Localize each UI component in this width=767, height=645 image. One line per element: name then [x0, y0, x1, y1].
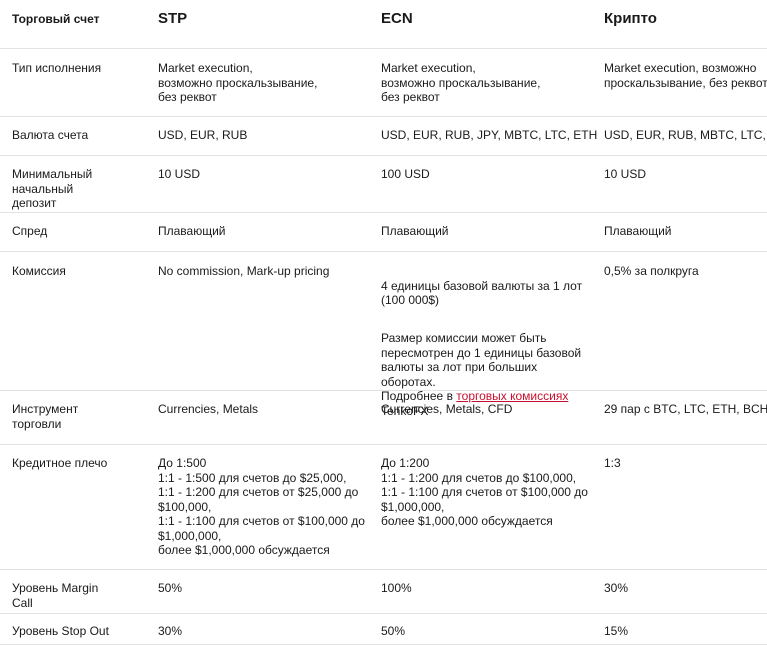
row-margin-call: Уровень Margin Call 50% 100% 30% — [0, 570, 767, 614]
row-account-currency: Валюта счета USD, EUR, RUB USD, EUR, RUB… — [0, 117, 767, 156]
table-header-row: Торговый счет STP ECN Крипто — [0, 0, 767, 49]
commission-note-text: Размер комиссии может быть пересмотрен д… — [381, 331, 593, 418]
row-commission: Комиссия No commission, Mark-up pricing … — [0, 252, 767, 418]
header-stp: STP — [158, 10, 188, 27]
cell-ecn: 50% — [381, 624, 406, 638]
cell-crypto: 15% — [604, 624, 629, 638]
cell-ecn: 4 единицы базовой валюты за 1 лот (100 0… — [381, 264, 593, 433]
row-label: Уровень Margin Call — [12, 581, 99, 610]
cell-crypto: 29 пар с BTC, LTC, ETH, BCH, DSH (Digita… — [604, 402, 767, 416]
cell-crypto: 30% — [604, 581, 629, 595]
cell-crypto: 1:3 — [604, 456, 621, 470]
cell-ecn: Currencies, Metals, CFD — [381, 402, 513, 416]
row-label: Кредитное плечо — [12, 456, 108, 470]
cell-stp: Currencies, Metals — [158, 402, 259, 416]
cell-crypto: 0,5% за полкруга — [604, 264, 699, 278]
header-crypto: Крипто — [604, 10, 657, 27]
row-stop-out: Уровень Stop Out 30% 50% 15% — [0, 614, 767, 645]
cell-stp: Market execution, возможно проскальзыван… — [158, 61, 318, 104]
header-ecn: ECN — [381, 10, 413, 27]
header-account: Торговый счет — [12, 12, 100, 26]
row-label: Спред — [12, 224, 48, 238]
commission-note-body: Размер комиссии может быть пересмотрен д… — [381, 331, 582, 403]
row-label: Уровень Stop Out — [12, 624, 109, 638]
cell-ecn: 100% — [381, 581, 412, 595]
row-min-deposit: Минимальный начальный депозит 10 USD 100… — [0, 156, 767, 213]
row-label: Валюта счета — [12, 128, 89, 142]
commission-note-end: TenkoFX — [381, 403, 429, 418]
row-label: Минимальный начальный депозит — [12, 167, 93, 210]
cell-stp: Плавающий — [158, 224, 226, 238]
row-label: Тип исполнения — [12, 61, 102, 75]
cell-ecn: USD, EUR, RUB, JPY, MBTC, LTC, ETH — [381, 128, 598, 142]
cell-crypto: USD, EUR, RUB, MBTC, LTC, ETH — [604, 128, 767, 142]
commission-rate-text: 4 единицы базовой валюты за 1 лот (100 0… — [381, 278, 583, 308]
row-spread: Спред Плавающий Плавающий Плавающий — [0, 213, 767, 252]
cell-stp: 10 USD — [158, 167, 201, 181]
cell-stp: До 1:500 1:1 - 1:500 для счетов до $25,0… — [158, 456, 365, 557]
cell-ecn: Плавающий — [381, 224, 449, 238]
trading-commissions-link[interactable]: торговых комиссиях — [456, 389, 569, 403]
cell-stp: No commission, Mark-up pricing — [158, 264, 330, 278]
cell-ecn: Market execution, возможно проскальзыван… — [381, 61, 541, 104]
cell-stp: 50% — [158, 581, 183, 595]
cell-stp: USD, EUR, RUB — [158, 128, 248, 142]
cell-ecn: 100 USD — [381, 167, 430, 181]
cell-crypto: Market execution, возможно проскальзыван… — [604, 61, 767, 90]
row-label: Инструмент торговли — [12, 402, 79, 431]
row-execution-type: Тип исполнения Market execution, возможн… — [0, 49, 767, 117]
cell-crypto: Плавающий — [604, 224, 672, 238]
row-label: Комиссия — [12, 264, 66, 278]
cell-stp: 30% — [158, 624, 183, 638]
cell-crypto: 10 USD — [604, 167, 647, 181]
row-instruments: Инструмент торговли Currencies, Metals C… — [0, 391, 767, 445]
cell-ecn: До 1:200 1:1 - 1:200 для счетов до $100,… — [381, 456, 588, 528]
row-leverage: Кредитное плечо До 1:500 1:1 - 1:500 для… — [0, 445, 767, 570]
